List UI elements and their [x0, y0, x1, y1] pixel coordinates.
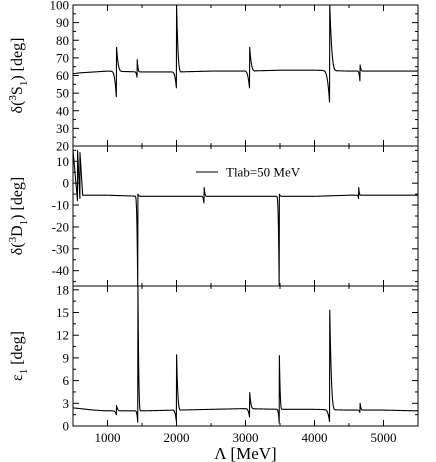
- plot-frame: [72, 285, 419, 427]
- y-tick-label: 12: [56, 328, 69, 343]
- y-tick-label: 0: [63, 176, 70, 191]
- y-tick-label: 80: [56, 33, 69, 48]
- y-tick-label: 9: [63, 350, 70, 365]
- x-tick-label: 1000: [95, 430, 121, 445]
- panel-middle: -40 -30 -20 -10 0 10 δ(3D1) [deg]: [7, 145, 419, 287]
- y-tick-label: 30: [56, 121, 69, 136]
- y-tick-label: -20: [52, 219, 69, 234]
- y-tick-label: 20: [56, 139, 69, 154]
- y-tick-label: 10: [56, 154, 69, 169]
- legend: Tlab=50 MeV: [196, 165, 301, 180]
- y-tick-label: 50: [56, 86, 69, 101]
- y-tick-label: 6: [63, 373, 70, 388]
- y-axis-label: δ(3S1) [deg]: [7, 38, 30, 114]
- y-axis-label: ε1 [deg]: [9, 331, 30, 381]
- y-tick-label: 40: [56, 103, 69, 118]
- y-tick-label: 70: [56, 50, 69, 65]
- plot-frame: [72, 4, 419, 147]
- series-line: [72, 285, 419, 424]
- x-tick-label: 3000: [233, 430, 259, 445]
- series-line: [72, 4, 418, 103]
- y-tick-label: -40: [52, 263, 69, 278]
- y-axis-label: δ(3D1) [deg]: [7, 177, 30, 256]
- y-tick-label: 60: [56, 68, 69, 83]
- x-tick-label: 2000: [164, 430, 190, 445]
- y-tick-label: -10: [52, 198, 69, 213]
- panel-bottom: 0 3 6 9 12 15 18 ε1 [deg]: [9, 282, 419, 434]
- legend-label: Tlab=50 MeV: [226, 165, 301, 180]
- y-tick-label: -30: [52, 241, 69, 256]
- y-tick-label: 0: [63, 419, 70, 434]
- x-tick-label: 5000: [371, 430, 397, 445]
- x-axis-label: Λ [MeV]: [214, 444, 276, 462]
- y-tick-label: 18: [56, 282, 69, 297]
- y-tick-label: 100: [50, 0, 70, 13]
- panel-top: 20 30 40 50 60 70 80 90 100 δ(3S1) [deg]: [7, 0, 419, 154]
- y-tick-label: 90: [56, 15, 69, 30]
- y-tick-label: 3: [63, 396, 70, 411]
- y-tick-label: 15: [56, 305, 69, 320]
- series-line: [72, 149, 418, 287]
- x-tick-label: 4000: [302, 430, 328, 445]
